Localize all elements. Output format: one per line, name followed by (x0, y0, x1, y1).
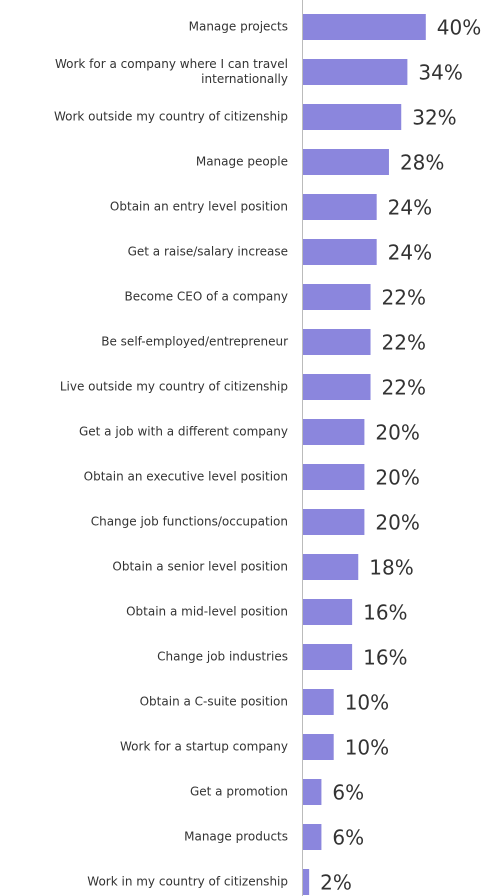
category-label: Get a promotion (189, 784, 288, 799)
bar (303, 734, 334, 760)
bar (303, 239, 377, 265)
bar (303, 329, 371, 355)
value-label: 24% (388, 196, 432, 220)
category-label: Obtain an executive level position (83, 469, 288, 484)
category-label: Get a raise/salary increase (127, 244, 288, 259)
value-label: 16% (363, 646, 407, 670)
bar (303, 824, 322, 850)
bar (303, 689, 334, 715)
value-label: 10% (345, 736, 389, 760)
category-label: Manage projects (188, 19, 288, 34)
bar (303, 509, 365, 535)
bar (303, 554, 359, 580)
category-label: Obtain an entry level position (109, 199, 288, 214)
category-label: Manage products (184, 829, 288, 844)
bar (303, 149, 389, 175)
value-label: 18% (369, 556, 413, 580)
bar (303, 194, 377, 220)
category-label: Obtain a C-suite position (139, 694, 288, 709)
category-label: Get a job with a different company (78, 424, 288, 439)
value-label: 32% (412, 106, 456, 130)
bar (303, 104, 402, 130)
category-label: Change job functions/occupation (90, 514, 288, 529)
category-label: Live outside my country of citizenship (59, 379, 288, 394)
bar (303, 59, 408, 85)
bar (303, 644, 353, 670)
value-label: 2% (320, 871, 352, 895)
category-label: Work for a startup company (120, 739, 288, 754)
bar (303, 284, 371, 310)
value-label: 6% (332, 781, 364, 805)
value-label: 34% (418, 61, 462, 85)
value-label: 22% (382, 286, 426, 310)
value-label: 10% (345, 691, 389, 715)
category-label: Work in my country of citizenship (87, 874, 288, 889)
category-label: Obtain a mid-level position (126, 604, 288, 619)
value-label: 20% (375, 421, 419, 445)
category-label: Be self-employed/entrepreneur (101, 334, 288, 349)
value-label: 24% (388, 241, 432, 265)
bar (303, 599, 353, 625)
category-label: Change job industries (157, 649, 288, 664)
value-label: 20% (375, 511, 419, 535)
category-label: Manage people (195, 154, 288, 169)
value-label: 40% (437, 16, 481, 40)
value-label: 28% (400, 151, 444, 175)
value-label: 16% (363, 601, 407, 625)
bar (303, 464, 365, 490)
bar (303, 419, 365, 445)
bar (303, 869, 310, 895)
value-label: 6% (332, 826, 364, 850)
category-label: Work outside my country of citizenship (53, 109, 288, 124)
category-label: Become CEO of a company (124, 289, 288, 304)
bar (303, 779, 322, 805)
bar (303, 14, 426, 40)
value-label: 22% (382, 331, 426, 355)
value-label: 22% (382, 376, 426, 400)
category-label: Work for a company where I can travel in… (54, 57, 288, 86)
bar (303, 374, 371, 400)
category-label: Obtain a senior level position (112, 559, 288, 574)
value-label: 20% (375, 466, 419, 490)
